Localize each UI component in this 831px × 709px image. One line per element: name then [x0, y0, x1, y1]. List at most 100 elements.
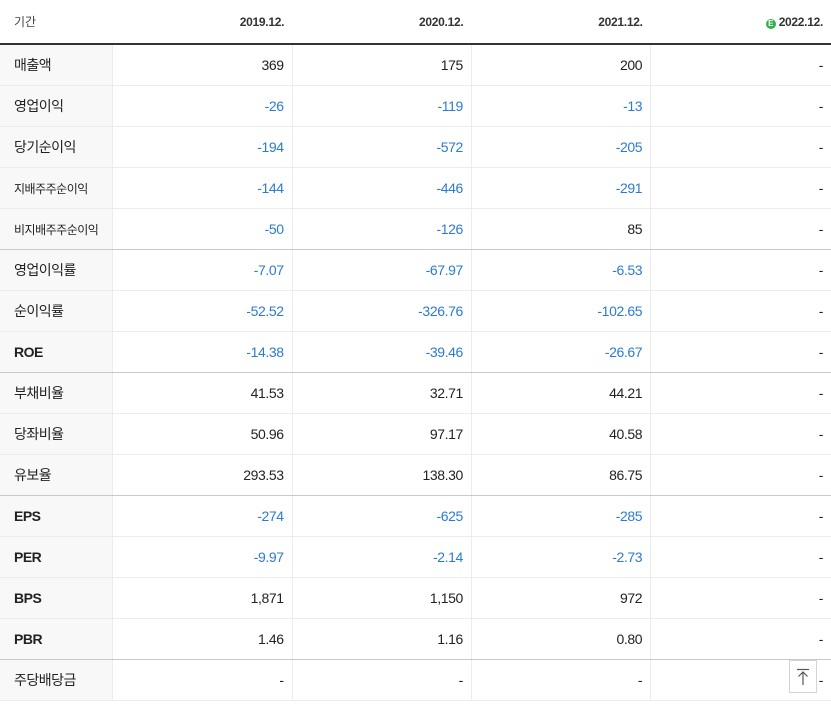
value-cell: -13	[470, 85, 651, 127]
value-cell: -6.53	[470, 249, 651, 291]
value-cell: 138.30	[291, 454, 472, 496]
value-cell: -	[650, 618, 831, 660]
value-cell: -	[650, 331, 831, 373]
row-label-eps: EPS	[0, 495, 113, 537]
value-cell: -	[650, 208, 831, 250]
row-label-reserve-ratio: 유보율	[0, 454, 113, 496]
row-label-pbr: PBR	[0, 618, 113, 660]
value-cell: -326.76	[291, 290, 472, 332]
estimate-badge-icon: E	[765, 18, 776, 29]
table-row-controlling-net-income: 지배주주순이익 -144 -446 -291-	[0, 167, 831, 209]
row-label-noncontrolling-net-income: 비지배주주순이익	[0, 208, 113, 250]
table-row-quick-ratio: 당좌비율 50.96 97.17 40.58-	[0, 413, 831, 455]
value-cell: -2.14	[291, 536, 472, 578]
value-cell: 85	[470, 208, 651, 250]
table-row-debt-ratio: 부채비율 41.53 32.71 44.21-	[0, 372, 831, 414]
value-cell: -52.52	[112, 290, 293, 332]
value-cell: -205	[470, 126, 651, 168]
value-cell: -274	[112, 495, 293, 537]
value-cell: -14.38	[112, 331, 293, 373]
table-row-net-margin: 순이익률 -52.52 -326.76 -102.65-	[0, 290, 831, 332]
value-cell: 40.58	[470, 413, 651, 455]
period-label-header: 기간	[0, 0, 113, 45]
row-label-net-margin: 순이익률	[0, 290, 113, 332]
table-row-dividend-per-share: 주당배당금 - - - -	[0, 659, 831, 701]
row-label-bps: BPS	[0, 577, 113, 619]
value-cell: 293.53	[112, 454, 293, 496]
value-cell: -625	[291, 495, 472, 537]
value-cell: -291	[470, 167, 651, 209]
value-cell: 86.75	[470, 454, 651, 496]
value-cell: -285	[470, 495, 651, 537]
value-cell: -26	[112, 85, 293, 127]
value-cell: -	[470, 659, 651, 701]
table-row-per: PER -9.97 -2.14 -2.73-	[0, 536, 831, 578]
value-cell: -	[650, 290, 831, 332]
value-cell: -7.07	[112, 249, 293, 291]
value-cell: -	[650, 167, 831, 209]
value-cell: -39.46	[291, 331, 472, 373]
row-label-dividend-per-share: 주당배당금	[0, 659, 113, 701]
value-cell: -	[291, 659, 472, 701]
value-cell: 50.96	[112, 413, 293, 455]
value-cell: -194	[112, 126, 293, 168]
table-row-operating-profit: 영업이익 -26 -119 -13-	[0, 85, 831, 127]
row-label-operating-profit: 영업이익	[0, 85, 113, 127]
period-header-2022-estimate: E 2022.12.	[650, 0, 831, 45]
period-header-2019: 2019.12.	[112, 0, 293, 45]
value-cell: -126	[291, 208, 472, 250]
table-row-roe: ROE -14.38 -39.46 -26.67-	[0, 331, 831, 373]
row-label-operating-margin: 영업이익률	[0, 249, 113, 291]
row-label-per: PER	[0, 536, 113, 578]
scroll-to-top-button[interactable]	[789, 660, 817, 693]
value-cell: -	[650, 85, 831, 127]
table-row-net-income: 당기순이익 -194 -572 -205-	[0, 126, 831, 168]
value-cell: -	[650, 495, 831, 537]
value-cell: -67.97	[291, 249, 472, 291]
value-cell: -	[650, 372, 831, 414]
value-cell: -9.97	[112, 536, 293, 578]
value-cell: -	[650, 126, 831, 168]
value-cell: -2.73	[470, 536, 651, 578]
value-cell: 369	[112, 44, 293, 86]
table-row-noncontrolling-net-income: 비지배주주순이익 -50 -126 85-	[0, 208, 831, 250]
table-row-pbr: PBR 1.46 1.16 0.80-	[0, 618, 831, 660]
value-cell: -	[650, 454, 831, 496]
value-cell: 200	[470, 44, 651, 86]
value-cell: 41.53	[112, 372, 293, 414]
row-label-debt-ratio: 부채비율	[0, 372, 113, 414]
table-row-bps: BPS 1,871 1,150 972-	[0, 577, 831, 619]
value-cell: -446	[291, 167, 472, 209]
row-label-revenue: 매출액	[0, 44, 113, 86]
value-cell: -572	[291, 126, 472, 168]
value-cell: -50	[112, 208, 293, 250]
value-cell: 0.80	[470, 618, 651, 660]
period-header-2021: 2021.12.	[471, 0, 651, 45]
value-cell: 1.46	[112, 618, 293, 660]
value-cell: 1.16	[291, 618, 472, 660]
value-cell: -	[650, 536, 831, 578]
table-row-reserve-ratio: 유보율 293.53 138.30 86.75-	[0, 454, 831, 496]
value-cell: 32.71	[291, 372, 472, 414]
value-cell: -144	[112, 167, 293, 209]
table-row-eps: EPS -274 -625 -285-	[0, 495, 831, 537]
value-cell: -26.67	[470, 331, 651, 373]
value-cell: -	[650, 44, 831, 86]
value-cell: 44.21	[470, 372, 651, 414]
value-cell: -	[650, 413, 831, 455]
period-header-2022-label: 2022.12.	[778, 14, 824, 29]
value-cell: -	[650, 577, 831, 619]
value-cell: -119	[291, 85, 472, 127]
row-label-net-income: 당기순이익	[0, 126, 113, 168]
period-header-2020: 2020.12.	[292, 0, 472, 45]
row-label-controlling-net-income: 지배주주순이익	[0, 167, 113, 209]
arrow-up-to-top-icon	[797, 668, 809, 685]
table-row-operating-margin: 영업이익률 -7.07 -67.97 -6.53-	[0, 249, 831, 291]
row-label-quick-ratio: 당좌비율	[0, 413, 113, 455]
header-row: 기간 2019.12. 2020.12. 2021.12. E 2022.12.	[0, 0, 831, 45]
value-cell: -102.65	[470, 290, 651, 332]
value-cell: 1,150	[291, 577, 472, 619]
value-cell: -	[650, 249, 831, 291]
value-cell: 972	[470, 577, 651, 619]
